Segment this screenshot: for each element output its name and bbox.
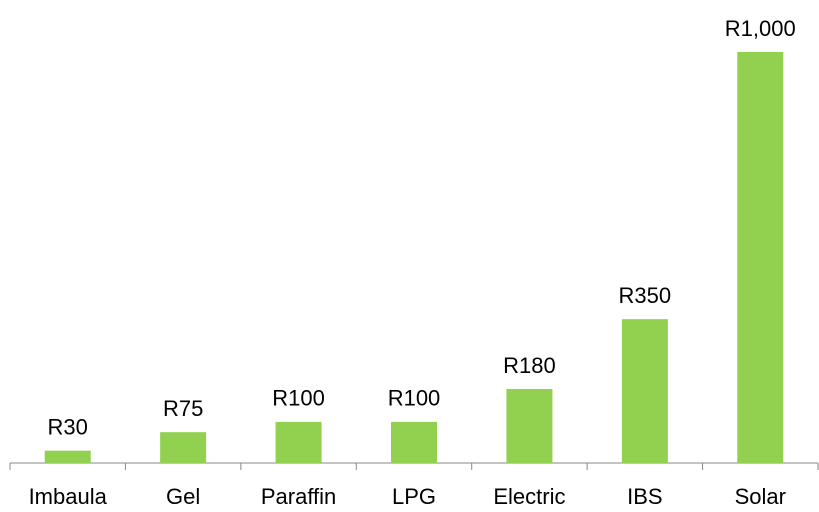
bar <box>737 52 784 463</box>
value-label: R1,000 <box>725 16 796 41</box>
bar <box>621 319 668 463</box>
x-tick-label: Imbaula <box>29 484 108 509</box>
value-label: R180 <box>503 353 556 378</box>
value-label: R350 <box>619 283 672 308</box>
x-tick-label: Solar <box>735 484 786 509</box>
x-tick-label: Paraffin <box>261 484 336 509</box>
x-tick-label: IBS <box>627 484 662 509</box>
x-tick-label: Gel <box>166 484 200 509</box>
value-label: R100 <box>388 386 441 411</box>
bar <box>44 450 91 463</box>
bar <box>275 421 322 463</box>
value-label: R30 <box>48 414 88 439</box>
x-tick-label: LPG <box>392 484 436 509</box>
value-label: R75 <box>163 396 203 421</box>
bar <box>506 389 553 463</box>
bar <box>391 421 437 463</box>
x-tick-label: Electric <box>493 484 565 509</box>
value-label: R100 <box>272 386 325 411</box>
bar <box>160 432 207 463</box>
